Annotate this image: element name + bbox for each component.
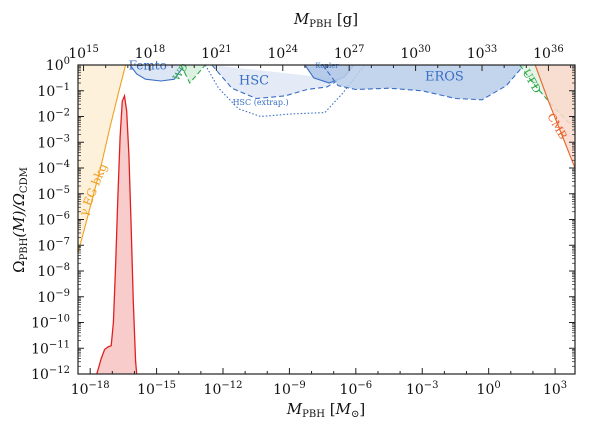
y-tick-label: 10−8 <box>37 262 70 280</box>
hsc-boundary <box>211 65 341 100</box>
y-tick-label: 10−5 <box>37 185 70 203</box>
x-axis-title: MPBH [M⊙] <box>286 400 365 420</box>
x-tick-label: 10−18 <box>71 380 110 398</box>
y-tick-label: 10−9 <box>37 288 70 306</box>
eros-region <box>322 65 525 100</box>
top-x-tick-label: 1021 <box>201 44 232 62</box>
mass-function-curve <box>96 93 138 374</box>
x-tick-label: 10−15 <box>137 380 176 398</box>
x-tick-label: 100 <box>477 380 501 398</box>
mass-function-layer <box>96 93 138 374</box>
y-tick-label: 10−7 <box>37 236 70 254</box>
axis-ticks <box>78 64 575 375</box>
x-tick-label: 10−9 <box>273 380 306 398</box>
y-tick-label: 10−4 <box>37 159 70 177</box>
x-tick-label: 10−3 <box>406 380 439 398</box>
top-x-axis-title: MPBH [g] <box>293 10 358 30</box>
hsc-label: HSC <box>239 73 269 88</box>
y-tick-label: 10−11 <box>31 339 70 357</box>
constraint-regions <box>78 65 575 254</box>
wd-region <box>180 65 206 83</box>
x-tick-label: 103 <box>543 380 567 398</box>
y-tick-label: 100 <box>46 56 70 74</box>
top-x-tick-label: 1027 <box>334 44 365 62</box>
top-x-tick-label: 1030 <box>400 44 431 62</box>
y-tick-label: 10−12 <box>31 365 70 383</box>
y-tick-label: 10−1 <box>37 82 70 100</box>
y-tick-label: 10−10 <box>31 314 70 332</box>
plot-frame <box>77 64 576 375</box>
y-tick-labels: 100 10−1 10−2 10−3 10−4 10−5 10−6 10−7 10−8 10−9 1… <box>31 56 70 383</box>
cmb-boundary <box>534 65 575 169</box>
x-tick-label: 10−6 <box>340 380 373 398</box>
y-axis-title: ΩPBH(M)/ΩCDM <box>10 167 30 273</box>
y-tick-label: 10−6 <box>37 211 70 229</box>
top-x-tick-label: 1024 <box>267 44 298 62</box>
x-tick-labels: 10−18 10−15 10−12 10−9 10−6 10−3 100 103 <box>71 380 567 398</box>
hsc-region <box>211 65 341 99</box>
femto-boundary <box>129 65 186 82</box>
y-tick-label: 10−2 <box>37 108 70 126</box>
wd-boundary <box>180 65 206 84</box>
femto-region <box>130 65 186 81</box>
hsc-extrap-boundary <box>204 65 366 118</box>
femto-label: Femto <box>129 59 167 73</box>
top-x-tick-labels: 1015 1018 1021 1024 1027 1030 1033 1036 <box>68 44 563 62</box>
y-tick-label: 10−3 <box>37 133 70 151</box>
gamma-eg-bkg-boundary <box>78 65 127 254</box>
x-tick-label: 10−12 <box>204 380 243 398</box>
eros-label: EROS <box>425 69 464 84</box>
top-x-tick-label: 1036 <box>533 44 564 62</box>
top-x-tick-label: 1018 <box>135 44 166 62</box>
top-x-tick-label: 1033 <box>467 44 498 62</box>
hsc-extrap-label: HSC (extrap.) <box>233 98 289 107</box>
top-x-tick-label: 1015 <box>68 44 99 62</box>
